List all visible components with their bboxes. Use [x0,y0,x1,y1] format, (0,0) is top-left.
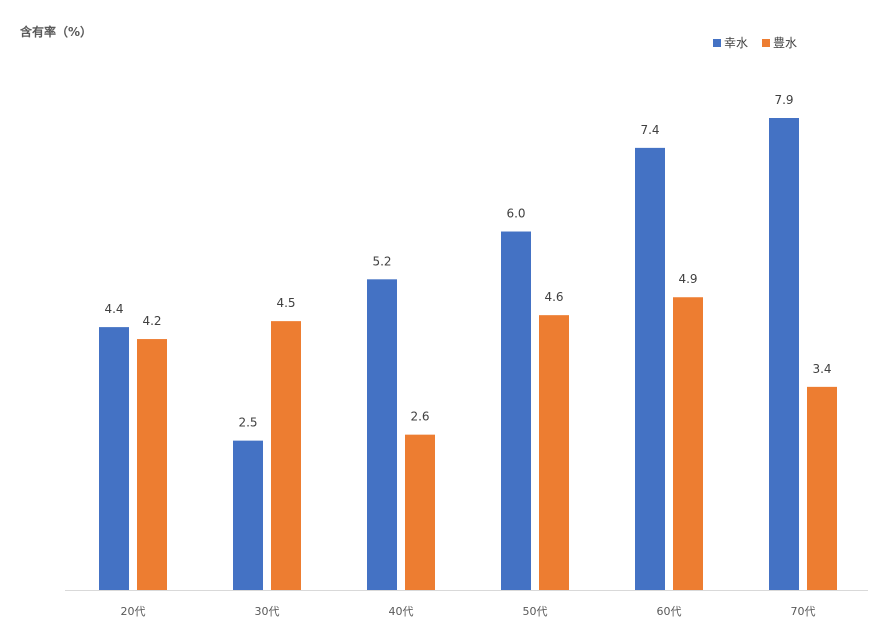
data-label: 7.4 [640,123,659,137]
legend-swatch-housui [762,39,770,47]
bar-housui-5 [807,386,837,590]
y-axis-title: 含有率（%） [20,24,92,39]
data-label: 5.2 [372,254,391,268]
data-label: 2.5 [238,416,257,430]
x-tick-label: 30代 [255,605,280,618]
legend: 幸水 豊水 [713,36,797,50]
legend-label-housui: 豊水 [773,36,797,50]
x-tick-label: 50代 [523,605,548,618]
bar-kousui-4 [635,147,665,590]
x-tick-label: 40代 [389,605,414,618]
data-label: 4.9 [678,272,697,286]
bar-kousui-3 [501,231,531,590]
x-tick-label: 60代 [657,605,682,618]
data-label: 4.2 [142,314,161,328]
bar-housui-3 [539,315,569,590]
bar-kousui-0 [99,327,129,590]
data-label: 6.0 [506,207,525,221]
bar-housui-1 [271,321,301,590]
bar-kousui-1 [233,440,263,590]
x-tick-label: 70代 [791,605,816,618]
data-label: 4.5 [276,296,295,310]
data-label: 7.9 [774,93,793,107]
data-label: 4.6 [544,290,563,304]
bar-housui-0 [137,339,167,590]
legend-label-kousui: 幸水 [724,36,748,50]
bar-kousui-5 [769,118,799,590]
bar-housui-2 [405,434,435,590]
data-label: 3.4 [812,362,831,376]
data-label: 2.6 [410,410,429,424]
data-label: 4.4 [104,302,123,316]
bar-kousui-2 [367,279,397,590]
x-tick-label: 20代 [121,605,146,618]
legend-swatch-kousui [713,39,721,47]
bar-housui-4 [673,297,703,590]
